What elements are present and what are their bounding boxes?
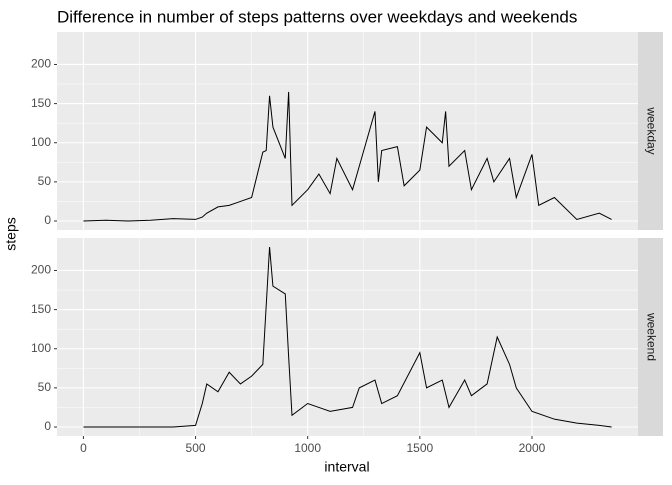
panel-background [57, 238, 638, 436]
y-tick-label: 150 [31, 96, 51, 110]
line [83, 91, 612, 222]
strip [638, 238, 663, 436]
strip-label: weekend [644, 312, 658, 361]
y-tick-label: 50 [38, 174, 52, 188]
panel-background [57, 32, 638, 230]
strip [638, 32, 663, 230]
y-tick-label: 0 [44, 213, 51, 227]
y-axis-label: steps [3, 217, 19, 250]
x-tick-label: 2000 [519, 441, 546, 455]
y-tick-label: 100 [31, 341, 51, 355]
y-tick-label: 200 [31, 263, 51, 277]
x-tick-label: 1500 [406, 441, 433, 455]
y-tick-label: 0 [44, 419, 51, 433]
y-tick-label: 200 [31, 57, 51, 71]
x-tick-label: 500 [186, 441, 206, 455]
x-tick-label: 0 [80, 441, 87, 455]
y-tick-label: 50 [38, 380, 52, 394]
x-axis-label: interval [324, 459, 369, 475]
y-tick-label: 150 [31, 302, 51, 316]
strip-label: weekday [644, 106, 658, 154]
x-tick-label: 1000 [294, 441, 321, 455]
y-tick-label: 100 [31, 135, 51, 149]
line [83, 246, 612, 428]
chart-title: Difference in number of steps patterns o… [57, 7, 577, 26]
